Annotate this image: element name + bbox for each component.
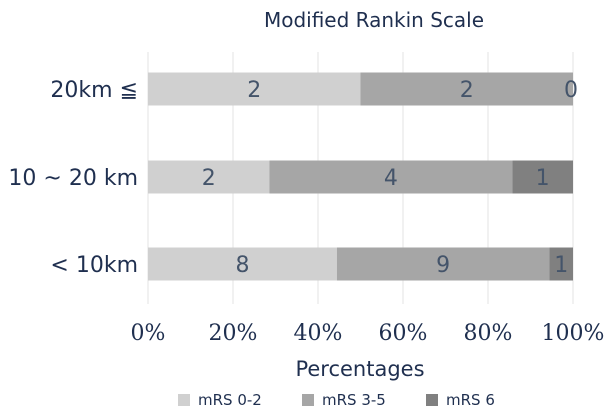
legend-entry: mRS 3-5: [322, 391, 386, 409]
legend-swatch: [302, 394, 314, 406]
data-label: 8: [235, 253, 249, 278]
data-label: 0: [564, 78, 578, 103]
x-tick-label: 20%: [209, 321, 258, 346]
legend-entry: mRS 6: [446, 391, 495, 409]
x-tick-label: 100%: [542, 321, 605, 346]
bar-segment: [269, 160, 513, 194]
category-label: 10 ~ 20 km: [8, 166, 138, 191]
chart-title: Modified Rankin Scale: [264, 8, 484, 32]
legend-swatch: [178, 394, 190, 406]
category-label: 20km ≦: [50, 78, 138, 103]
data-label: 4: [384, 166, 398, 191]
data-label: 2: [202, 166, 216, 191]
x-axis-label: Percentages: [295, 357, 424, 381]
data-label: 2: [460, 78, 474, 103]
data-label: 1: [554, 253, 568, 278]
legend: mRS 0-2 mRS 3-5 mRS 6: [178, 391, 495, 409]
legend-swatch: [426, 394, 438, 406]
bars: 2 2 0 2 4 1 8 9 1: [148, 72, 578, 281]
bar-segment: [148, 247, 337, 281]
data-label: 9: [436, 253, 450, 278]
data-label: 1: [536, 166, 550, 191]
x-tick-labels: 0% 20% 40% 60% 80% 100%: [131, 321, 605, 346]
data-label: 2: [247, 78, 261, 103]
bar-segment: [360, 72, 573, 106]
bar-segment: [336, 247, 550, 281]
bar-segment: [148, 160, 270, 194]
x-tick-label: 60%: [379, 321, 428, 346]
bar-segment: [549, 247, 573, 281]
x-tick-label: 80%: [464, 321, 513, 346]
legend-entry: mRS 0-2: [198, 391, 262, 409]
x-tick-label: 40%: [294, 321, 343, 346]
category-label: < 10km: [50, 253, 138, 278]
bar-segment: [512, 160, 573, 194]
category-labels: 20km ≦ 10 ~ 20 km < 10km: [8, 78, 138, 278]
x-tick-label: 0%: [131, 321, 166, 346]
bar-segment: [148, 72, 361, 106]
